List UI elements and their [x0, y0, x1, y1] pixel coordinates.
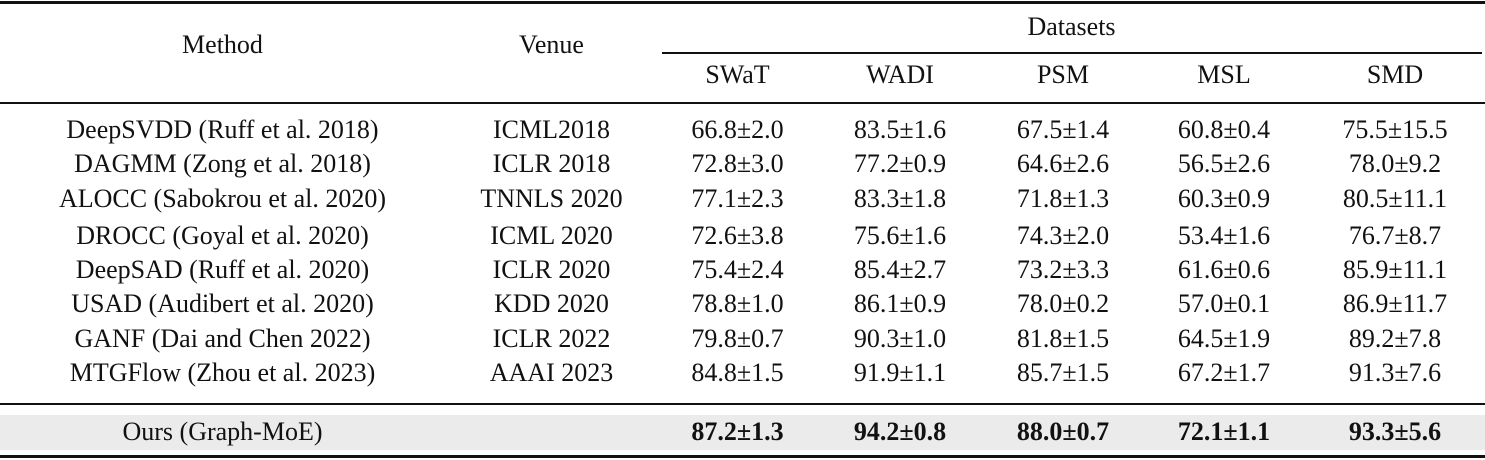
- score-cell: 86.9±11.7: [1342, 289, 1448, 318]
- column-header-venue: Venue: [519, 30, 584, 59]
- method-cell: DROCC (Goyal et al. 2020): [76, 221, 369, 250]
- score-cell: 66.8±2.0: [691, 115, 784, 144]
- score-cell: 75.4±2.4: [691, 255, 784, 284]
- venue-cell: KDD 2020: [494, 289, 609, 318]
- column-header-method: Method: [182, 30, 263, 59]
- method-cell: DeepSAD (Ruff et al. 2020): [75, 255, 370, 284]
- score-cell: 83.3±1.8: [853, 184, 947, 213]
- score-cell: 83.5±1.6: [853, 115, 947, 144]
- venue-cell: ICLR 2018: [492, 149, 611, 178]
- score-cell: 75.5±15.5: [1342, 115, 1448, 144]
- ours-score-cell: 88.0±0.7: [1016, 417, 1110, 446]
- score-cell: 67.2±1.7: [1177, 358, 1271, 387]
- ours-separator-rule: [0, 403, 1485, 405]
- score-cell: 90.3±1.0: [853, 324, 947, 353]
- ours-score-cell: 87.2±1.3: [691, 417, 784, 446]
- score-cell: 75.6±1.6: [853, 221, 947, 250]
- score-cell: 85.9±11.1: [1342, 255, 1448, 284]
- highlight-row-background: [0, 415, 1485, 450]
- score-cell: 60.3±0.9: [1177, 184, 1271, 213]
- score-cell: 84.8±1.5: [691, 358, 784, 387]
- score-cell: 76.7±8.7: [1348, 221, 1442, 250]
- column-header-dataset: WADI: [866, 60, 934, 89]
- score-cell: 57.0±0.1: [1177, 289, 1271, 318]
- score-cell: 91.3±7.6: [1348, 358, 1442, 387]
- venue-cell: ICLR 2022: [492, 324, 611, 353]
- score-cell: 91.9±1.1: [853, 358, 947, 387]
- score-cell: 71.8±1.3: [1016, 184, 1110, 213]
- score-cell: 72.8±3.0: [691, 149, 784, 178]
- venue-cell: ICLR 2020: [492, 255, 611, 284]
- score-cell: 64.6±2.6: [1016, 149, 1110, 178]
- score-cell: 79.8±0.7: [691, 324, 784, 353]
- venue-cell: TNNLS 2020: [480, 184, 623, 213]
- score-cell: 77.1±2.3: [691, 184, 784, 213]
- score-cell: 77.2±0.9: [853, 149, 947, 178]
- score-cell: 85.7±1.5: [1016, 358, 1110, 387]
- column-header-dataset: MSL: [1197, 60, 1251, 89]
- header-rule: [0, 102, 1485, 104]
- venue-cell: ICML2018: [493, 115, 610, 144]
- score-cell: 78.0±9.2: [1348, 149, 1442, 178]
- method-cell: GANF (Dai and Chen 2022): [74, 324, 371, 353]
- method-cell: DAGMM (Zong et al. 2018): [74, 149, 371, 178]
- column-header-dataset: SMD: [1366, 60, 1424, 89]
- score-cell: 89.2±7.8: [1348, 324, 1442, 353]
- ours-method-cell: Ours (Graph-MoE): [122, 417, 323, 446]
- score-cell: 53.4±1.6: [1177, 221, 1271, 250]
- venue-cell: AAAI 2023: [489, 358, 614, 387]
- column-group-datasets: Datasets: [1027, 12, 1116, 41]
- score-cell: 78.8±1.0: [691, 289, 784, 318]
- score-cell: 67.5±1.4: [1016, 115, 1110, 144]
- datasets-cmidrule: [662, 52, 1482, 54]
- score-cell: 86.1±0.9: [853, 289, 947, 318]
- method-cell: DeepSVDD (Ruff et al. 2018): [66, 115, 379, 144]
- ours-score-cell: 94.2±0.8: [853, 417, 947, 446]
- score-cell: 60.8±0.4: [1177, 115, 1271, 144]
- score-cell: 85.4±2.7: [853, 255, 947, 284]
- score-cell: 74.3±2.0: [1016, 221, 1110, 250]
- ours-score-cell: 72.1±1.1: [1177, 417, 1271, 446]
- score-cell: 81.8±1.5: [1016, 324, 1110, 353]
- column-header-dataset: PSM: [1036, 60, 1090, 89]
- score-cell: 64.5±1.9: [1177, 324, 1271, 353]
- method-cell: USAD (Audibert et al. 2020): [71, 289, 374, 318]
- score-cell: 78.0±0.2: [1016, 289, 1110, 318]
- score-cell: 61.6±0.6: [1177, 255, 1271, 284]
- score-cell: 80.5±11.1: [1342, 184, 1448, 213]
- top-rule: [0, 1, 1485, 4]
- bottom-rule: [0, 455, 1485, 458]
- score-cell: 72.6±3.8: [691, 221, 784, 250]
- method-cell: MTGFlow (Zhou et al. 2023): [69, 358, 376, 387]
- score-cell: 73.2±3.3: [1016, 255, 1110, 284]
- venue-cell: ICML 2020: [490, 221, 613, 250]
- column-header-dataset: SWaT: [705, 60, 770, 89]
- method-cell: ALOCC (Sabokrou et al. 2020): [58, 184, 387, 213]
- score-cell: 56.5±2.6: [1177, 149, 1271, 178]
- ours-score-cell: 93.3±5.6: [1348, 417, 1442, 446]
